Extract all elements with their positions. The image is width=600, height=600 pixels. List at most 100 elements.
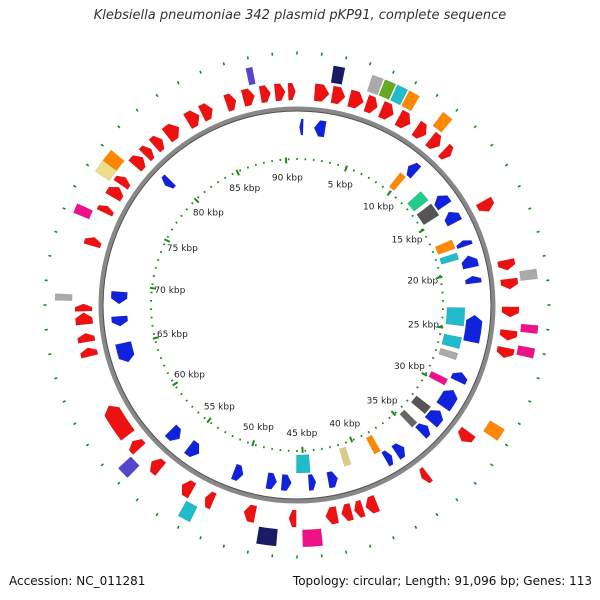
inner-ring-dot [406, 208, 409, 211]
kbp-tick-mark [437, 325, 444, 329]
outer-annotated-feature [255, 526, 278, 547]
kbp-tick-label: 40 kbp [329, 420, 360, 430]
reverse-cds-arrow [450, 372, 468, 386]
topology-summary: Topology: circular; Length: 91,096 bp; G… [292, 574, 592, 588]
inner-ring-dot [175, 221, 178, 224]
forward-cds-arrow [161, 123, 180, 143]
outer-feature-track [54, 65, 539, 548]
reverse-cds-arrow [230, 463, 244, 482]
outer-ring-dot [517, 422, 521, 426]
forward-cds-arrow [148, 135, 165, 153]
reverse-cds-arrow [406, 162, 422, 179]
forward-cds-arrow [149, 458, 167, 477]
kbp-tick-label: 65 kbp [157, 330, 188, 340]
outer-annotated-feature [72, 203, 94, 220]
outer-ring-dot [117, 125, 121, 129]
kbp-tick-label: 45 kbp [286, 429, 317, 439]
inner-annotated-feature [407, 190, 429, 212]
forward-cds-arrow [104, 405, 135, 441]
reverse-cds-arrow [464, 275, 482, 285]
kbp-tick-label: 70 kbp [154, 286, 185, 296]
kbp-tick-label: 35 kbp [367, 397, 398, 407]
kbp-tick-label: 85 kbp [229, 184, 260, 194]
forward-cds-arrow [258, 85, 271, 104]
inner-ring-dot [224, 176, 227, 180]
inner-ring-dot [246, 166, 250, 169]
forward-cds-arrow [411, 120, 427, 139]
kbp-tick-mark [421, 372, 428, 377]
outer-ring-dot [490, 463, 494, 467]
outer-ring-dot [455, 108, 459, 112]
forward-cds-arrow [77, 332, 96, 344]
inner-ring-dot [154, 266, 157, 269]
forward-cds-arrow [499, 329, 518, 341]
forward-cds-arrow [182, 110, 200, 130]
outer-ring-dot [528, 207, 532, 210]
inner-ring-dot [216, 426, 220, 430]
forward-cds-arrow [501, 306, 520, 318]
reverse-cds-arrow [313, 120, 327, 138]
forward-cds-arrow [424, 131, 442, 150]
forward-cds-arrow [75, 312, 94, 326]
kbp-tick-label: 50 kbp [243, 423, 274, 433]
inner-ring-dot [337, 443, 340, 447]
outer-annotated-feature [516, 345, 536, 359]
forward-cds-arrow [377, 100, 394, 120]
inner-ring-dot [367, 430, 370, 434]
outer-ring-dot [528, 400, 532, 403]
inner-ring-dot [388, 416, 391, 420]
forward-cds-arrow [288, 509, 297, 528]
kbp-tick-label: 90 kbp [272, 173, 303, 183]
inner-ring-dot [428, 243, 432, 246]
inner-annotated-feature [296, 454, 311, 474]
inner-annotated-feature [365, 434, 381, 455]
inner-ring-dot [254, 443, 257, 447]
inner-ring-dot [239, 438, 242, 441]
outer-annotated-feature [401, 90, 420, 112]
inner-ring-dot [175, 386, 178, 389]
outer-ring-dot [48, 353, 52, 356]
outer-ring-dot [135, 498, 139, 502]
outer-ring-dot [490, 143, 494, 147]
reverse-cds-arrow [381, 450, 394, 467]
forward-cds-arrow [240, 88, 255, 107]
inner-annotated-feature [445, 307, 466, 327]
kbp-tick-mark [149, 286, 157, 290]
outer-annotated-feature [378, 79, 397, 100]
kbp-tick-label: 25 kbp [408, 321, 439, 331]
outer-ring-dot [345, 56, 348, 60]
kbp-tick-label: 10 kbp [363, 202, 394, 212]
kbp-tick-mark [152, 336, 159, 340]
inner-ring-dot [180, 214, 183, 218]
inner-ring-dot [337, 163, 340, 167]
inner-ring-dot [434, 258, 438, 261]
inner-ring-dot [254, 163, 257, 167]
outer-ring-dot [135, 108, 139, 112]
map-title: Klebsiella pneumoniae 342 plasmid pKP91,… [93, 8, 507, 23]
kbp-tick-label: 20 kbp [407, 277, 438, 287]
forward-cds-arrow [83, 237, 102, 249]
kbp-tick-mark [436, 275, 443, 279]
outer-ring-dot [54, 230, 58, 234]
reverse-cds-arrow [456, 240, 473, 250]
kbp-tick-mark [344, 165, 348, 172]
inner-ring-dot [185, 208, 188, 211]
outer-ring-dot [222, 544, 226, 548]
inner-ring-dot [191, 405, 194, 409]
forward-cds-arrow [354, 499, 366, 518]
reverse-cds-arrow [183, 439, 200, 458]
forward-cds-arrow [197, 103, 213, 122]
inner-ring-dot [159, 250, 163, 254]
outer-annotated-feature [117, 456, 140, 479]
inner-annotated-feature [441, 333, 463, 350]
outer-ring-dot [62, 207, 66, 210]
forward-cds-arrow [204, 491, 217, 510]
outer-annotated-feature [482, 420, 505, 441]
kbp-tick-label: 60 kbp [174, 371, 205, 381]
inner-ring-dot [411, 392, 414, 396]
outer-ring-dot [155, 93, 159, 98]
kbp-tick-mark [235, 169, 240, 176]
reverse-cds-arrow [436, 389, 458, 412]
inner-annotated-feature [439, 252, 460, 265]
